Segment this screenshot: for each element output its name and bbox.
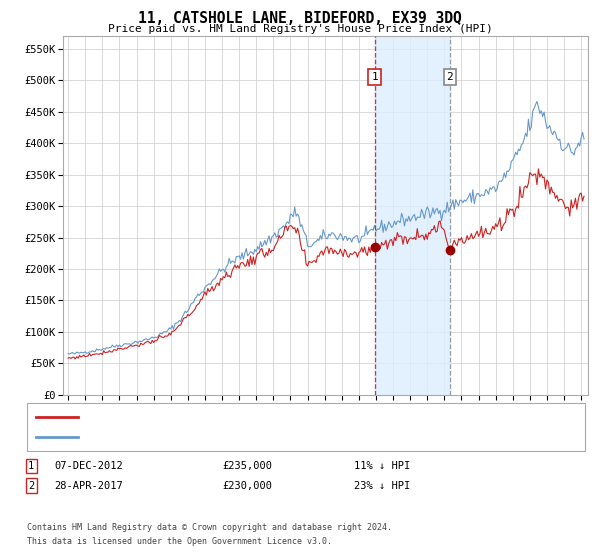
Text: 07-DEC-2012: 07-DEC-2012 bbox=[54, 461, 123, 471]
Text: 2: 2 bbox=[446, 72, 454, 82]
Text: 1: 1 bbox=[28, 461, 34, 471]
Text: 23% ↓ HPI: 23% ↓ HPI bbox=[354, 480, 410, 491]
Text: 28-APR-2017: 28-APR-2017 bbox=[54, 480, 123, 491]
Bar bbox=[374, 36, 450, 395]
Text: 11, CATSHOLE LANE, BIDEFORD, EX39 3DQ (detached house): 11, CATSHOLE LANE, BIDEFORD, EX39 3DQ (d… bbox=[87, 413, 425, 422]
Text: £235,000: £235,000 bbox=[222, 461, 272, 471]
Text: 11, CATSHOLE LANE, BIDEFORD, EX39 3DQ: 11, CATSHOLE LANE, BIDEFORD, EX39 3DQ bbox=[138, 11, 462, 26]
Text: £230,000: £230,000 bbox=[222, 480, 272, 491]
Text: 1: 1 bbox=[371, 72, 378, 82]
Text: This data is licensed under the Open Government Licence v3.0.: This data is licensed under the Open Gov… bbox=[27, 537, 332, 546]
Text: Contains HM Land Registry data © Crown copyright and database right 2024.: Contains HM Land Registry data © Crown c… bbox=[27, 523, 392, 532]
Text: Price paid vs. HM Land Registry's House Price Index (HPI): Price paid vs. HM Land Registry's House … bbox=[107, 24, 493, 34]
Text: HPI: Average price, detached house, Torridge: HPI: Average price, detached house, Torr… bbox=[87, 432, 362, 442]
Text: 11% ↓ HPI: 11% ↓ HPI bbox=[354, 461, 410, 471]
Text: 2: 2 bbox=[28, 480, 34, 491]
